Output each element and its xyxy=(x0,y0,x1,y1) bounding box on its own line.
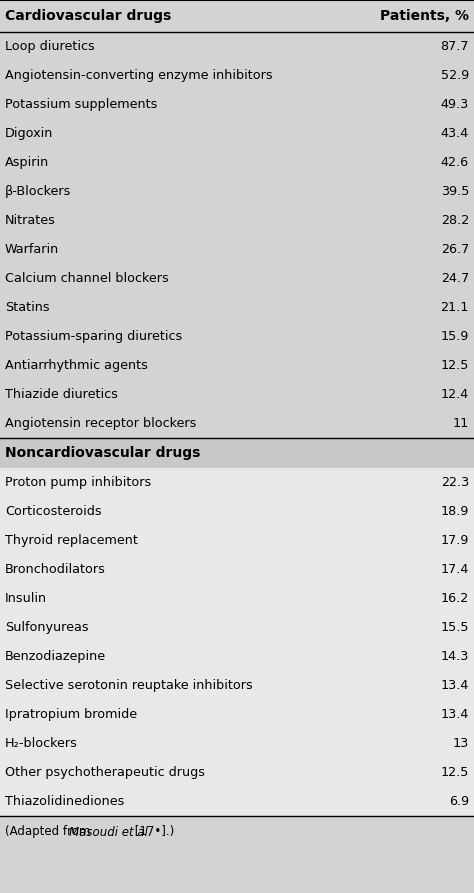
Text: 28.2: 28.2 xyxy=(441,214,469,227)
Bar xyxy=(0,787,474,816)
Bar xyxy=(0,555,474,584)
Bar xyxy=(0,671,474,700)
Bar xyxy=(0,700,474,729)
Text: 15.5: 15.5 xyxy=(440,621,469,634)
Text: Corticosteroids: Corticosteroids xyxy=(5,505,101,518)
Text: Antiarrhythmic agents: Antiarrhythmic agents xyxy=(5,359,148,372)
Bar xyxy=(0,613,474,642)
Text: (Adapted from: (Adapted from xyxy=(5,825,94,839)
Text: 87.7: 87.7 xyxy=(440,40,469,53)
Text: 16.2: 16.2 xyxy=(441,592,469,605)
Bar xyxy=(0,729,474,758)
Text: Bronchodilators: Bronchodilators xyxy=(5,563,106,576)
Bar xyxy=(0,119,474,148)
Bar xyxy=(0,32,474,61)
Bar xyxy=(0,468,474,497)
Text: Patients, %: Patients, % xyxy=(380,9,469,23)
Text: 11: 11 xyxy=(453,417,469,430)
Text: 21.1: 21.1 xyxy=(441,301,469,314)
Bar xyxy=(0,497,474,526)
Text: Masoudi et al.: Masoudi et al. xyxy=(69,825,152,839)
Bar xyxy=(0,61,474,90)
Text: Calcium channel blockers: Calcium channel blockers xyxy=(5,272,169,285)
Bar xyxy=(0,0,474,32)
Text: Angiotensin-converting enzyme inhibitors: Angiotensin-converting enzyme inhibitors xyxy=(5,69,273,82)
Text: Aspirin: Aspirin xyxy=(5,156,49,169)
Text: Insulin: Insulin xyxy=(5,592,47,605)
Bar xyxy=(0,758,474,787)
Text: Loop diuretics: Loop diuretics xyxy=(5,40,95,53)
Text: 18.9: 18.9 xyxy=(441,505,469,518)
Text: Proton pump inhibitors: Proton pump inhibitors xyxy=(5,476,151,489)
Text: Selective serotonin reuptake inhibitors: Selective serotonin reuptake inhibitors xyxy=(5,679,253,692)
Text: 43.4: 43.4 xyxy=(441,127,469,140)
Text: Cardiovascular drugs: Cardiovascular drugs xyxy=(5,9,171,23)
Text: H₂-blockers: H₂-blockers xyxy=(5,737,78,750)
Text: 39.5: 39.5 xyxy=(441,185,469,198)
Text: Angiotensin receptor blockers: Angiotensin receptor blockers xyxy=(5,417,196,430)
Bar xyxy=(0,322,474,351)
Bar xyxy=(0,380,474,409)
Text: 17.9: 17.9 xyxy=(441,534,469,547)
Text: Noncardiovascular drugs: Noncardiovascular drugs xyxy=(5,446,201,460)
Text: Thiazolidinediones: Thiazolidinediones xyxy=(5,795,124,808)
Text: 26.7: 26.7 xyxy=(441,243,469,256)
Text: 13: 13 xyxy=(453,737,469,750)
Bar xyxy=(0,526,474,555)
Text: Potassium-sparing diuretics: Potassium-sparing diuretics xyxy=(5,330,182,343)
Text: Benzodiazepine: Benzodiazepine xyxy=(5,650,106,663)
Text: Sulfonyureas: Sulfonyureas xyxy=(5,621,89,634)
Text: β-Blockers: β-Blockers xyxy=(5,185,72,198)
Text: Digoxin: Digoxin xyxy=(5,127,54,140)
Bar xyxy=(0,148,474,177)
Bar xyxy=(0,293,474,322)
Bar xyxy=(0,642,474,671)
Bar xyxy=(0,235,474,264)
Text: 12.5: 12.5 xyxy=(441,359,469,372)
Text: Warfarin: Warfarin xyxy=(5,243,59,256)
Bar xyxy=(0,351,474,380)
Text: Nitrates: Nitrates xyxy=(5,214,56,227)
Text: 22.3: 22.3 xyxy=(441,476,469,489)
Bar xyxy=(0,584,474,613)
Text: 12.5: 12.5 xyxy=(441,766,469,779)
Text: Potassium supplements: Potassium supplements xyxy=(5,98,157,111)
Text: 14.3: 14.3 xyxy=(441,650,469,663)
Text: Statins: Statins xyxy=(5,301,50,314)
Text: 52.9: 52.9 xyxy=(441,69,469,82)
Bar xyxy=(0,409,474,438)
Text: Other psychotherapeutic drugs: Other psychotherapeutic drugs xyxy=(5,766,205,779)
Text: 6.9: 6.9 xyxy=(449,795,469,808)
Bar xyxy=(0,206,474,235)
Text: 13.4: 13.4 xyxy=(441,708,469,721)
Text: 24.7: 24.7 xyxy=(441,272,469,285)
Text: Thiazide diuretics: Thiazide diuretics xyxy=(5,388,118,401)
Text: 12.4: 12.4 xyxy=(441,388,469,401)
Bar xyxy=(0,264,474,293)
Bar xyxy=(0,438,474,468)
Text: Thyroid replacement: Thyroid replacement xyxy=(5,534,138,547)
Text: 49.3: 49.3 xyxy=(441,98,469,111)
Text: 15.9: 15.9 xyxy=(441,330,469,343)
Text: Ipratropium bromide: Ipratropium bromide xyxy=(5,708,137,721)
Bar xyxy=(0,90,474,119)
Bar xyxy=(0,177,474,206)
Text: 13.4: 13.4 xyxy=(441,679,469,692)
Text: [17•].): [17•].) xyxy=(131,825,174,839)
Text: 17.4: 17.4 xyxy=(441,563,469,576)
Text: 42.6: 42.6 xyxy=(441,156,469,169)
